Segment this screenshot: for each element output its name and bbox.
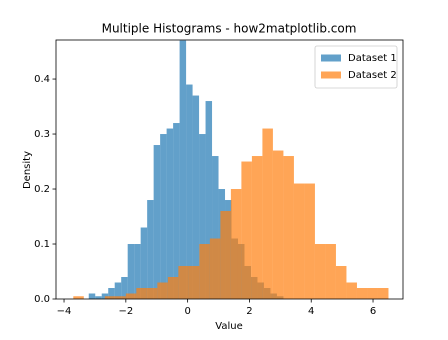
legend-swatch	[321, 71, 341, 79]
histogram-bar	[136, 288, 147, 299]
chart-title: Multiple Histograms - how2matplotlib.com	[102, 22, 357, 36]
histogram-bar	[209, 238, 221, 299]
histogram-bar	[283, 156, 294, 299]
histogram-bar	[186, 84, 193, 299]
histogram-bar	[293, 183, 305, 299]
histogram-bar	[356, 288, 368, 299]
y-tick-label: 0.4	[34, 74, 50, 85]
histogram-bar	[166, 128, 174, 299]
x-tick-label: 0	[184, 306, 190, 317]
histogram-bar	[192, 95, 200, 299]
histogram-bar	[188, 266, 200, 299]
histogram-bar	[127, 244, 135, 299]
histogram-bar	[346, 282, 357, 299]
x-tick-label: −4	[57, 306, 72, 317]
histogram-bar	[178, 266, 189, 299]
histogram-bar	[108, 288, 115, 299]
x-tick-label: −2	[118, 306, 133, 317]
histogram-bar	[199, 134, 206, 299]
histogram-bar	[88, 293, 96, 299]
histogram-bar	[335, 266, 347, 299]
legend-label: Dataset 2	[348, 70, 397, 81]
histogram-bar	[95, 296, 102, 299]
histogram-bar	[220, 211, 231, 299]
histogram-bar	[114, 282, 122, 299]
histogram-bar	[304, 183, 315, 299]
x-tick-label: 2	[246, 306, 252, 317]
histogram-bar	[121, 277, 128, 299]
histogram-bar	[230, 189, 242, 299]
y-axis-label: Density	[22, 151, 33, 189]
histogram-bar	[160, 134, 167, 299]
x-tick-label: 6	[370, 306, 376, 317]
histogram-bar	[104, 296, 116, 299]
y-tick-label: 0.0	[34, 294, 50, 305]
histogram-bar	[367, 288, 378, 299]
histogram-bar	[212, 156, 219, 299]
histogram-bar	[241, 161, 252, 299]
legend-label: Dataset 1	[348, 53, 397, 64]
histogram-bar	[325, 244, 336, 299]
histogram-bar	[205, 101, 213, 300]
plot-frame	[55, 39, 404, 300]
histogram-bar	[173, 123, 180, 300]
y-tick-label: 0.2	[34, 184, 50, 195]
y-tick-label: 0.3	[34, 129, 50, 140]
histogram-bar	[199, 244, 210, 299]
histogram-bar	[377, 288, 389, 299]
histogram-bar	[147, 200, 154, 299]
x-axis-label: Value	[215, 321, 242, 332]
histogram-bar	[125, 293, 137, 299]
x-tick-label: 4	[308, 306, 314, 317]
histogram-bar	[146, 288, 158, 299]
histogram-bar	[134, 244, 141, 299]
histogram-bar	[153, 145, 161, 299]
histogram-bar	[157, 282, 168, 299]
legend-swatch	[321, 54, 341, 62]
histogram-bar	[251, 156, 263, 299]
histogram-bar	[115, 296, 126, 299]
histogram-bar	[262, 128, 273, 299]
histogram-bar	[73, 296, 84, 299]
y-tick-label: 0.1	[34, 239, 50, 250]
histogram-bar	[314, 244, 326, 299]
histogram-bar	[272, 150, 284, 299]
histogram-bar	[167, 277, 179, 299]
histogram-bar	[140, 227, 148, 299]
histogram-bar	[179, 40, 187, 299]
